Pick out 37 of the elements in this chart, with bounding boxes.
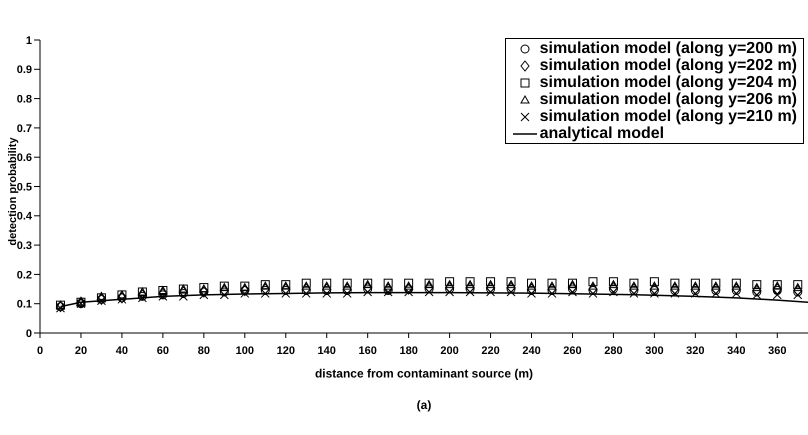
x-tick-label: 60 [156, 344, 170, 357]
x-tick-label: 200 [440, 344, 459, 357]
x-tick-label: 300 [645, 344, 664, 357]
x-tick-label: 80 [198, 344, 210, 357]
legend-label: simulation model (along y=200 m) [540, 40, 797, 58]
x-tick-label: 40 [116, 344, 128, 357]
legend-label: simulation model (along y=206 m) [540, 90, 797, 108]
x-tick-label: 360 [768, 344, 786, 357]
x-tick-label: 160 [358, 344, 377, 357]
text: (a) [416, 398, 432, 412]
legend-label: simulation model (along y=202 m) [540, 56, 797, 74]
x-tick-label: 260 [563, 344, 582, 357]
y-tick-label: 0.9 [16, 64, 32, 76]
x-tick-label: 340 [727, 344, 746, 357]
y-tick-label: 0.8 [16, 94, 32, 106]
y-tick-label: 0.1 [16, 298, 32, 311]
y-tick-label: 0.2 [16, 269, 32, 282]
x-tick-label: 0 [36, 344, 44, 357]
legend-label: analytical model [540, 124, 664, 142]
y-tick-label: 1 [26, 34, 32, 47]
x-tick-label: 180 [399, 344, 418, 357]
x-tick-label: 220 [481, 344, 500, 357]
x-tick-label: 140 [318, 344, 336, 357]
y-tick-label: 0 [26, 328, 32, 340]
x-tick-label: 240 [522, 344, 541, 357]
y-tick-label: 0.7 [16, 122, 32, 135]
legend-label: simulation model (along y=204 m) [540, 74, 797, 92]
x-tick-label: 120 [276, 344, 295, 357]
x-tick-label: 320 [686, 344, 705, 357]
y-tick-label: 0.4 [16, 210, 33, 223]
x-tick-label: 20 [74, 344, 88, 357]
y-tick-label: 0.3 [16, 240, 32, 252]
x-tick-label: 100 [236, 344, 254, 357]
legend-label: simulation model (along y=210 m) [540, 108, 797, 126]
x-tick-label: 280 [604, 344, 623, 357]
x-axis-title: distance from contaminant source (m) [314, 366, 534, 381]
y-tick-label: 0.6 [16, 152, 32, 164]
